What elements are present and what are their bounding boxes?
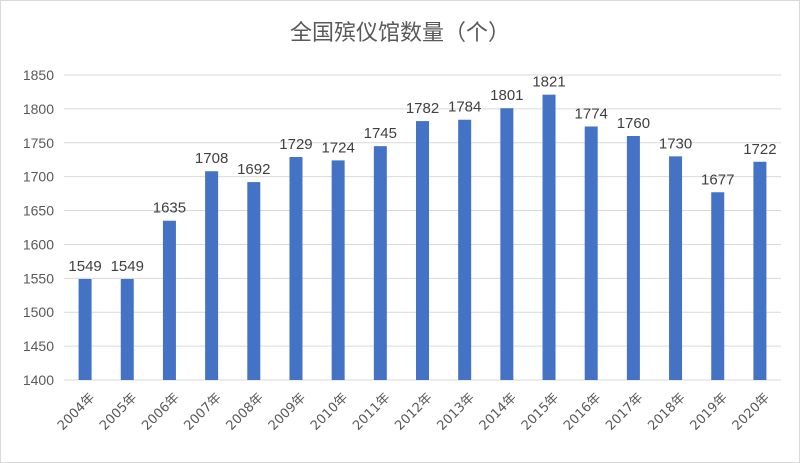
bar [626,136,640,380]
data-label: 1774 [575,106,608,123]
x-tick-label: 2016年 [561,390,604,433]
y-tick-label: 1500 [23,304,54,320]
x-tick-label: 2009年 [266,390,309,433]
bar [753,161,767,380]
bar [162,220,176,380]
x-tick-label: 2007年 [181,390,224,433]
data-label: 1549 [111,258,144,275]
data-label: 1708 [195,150,228,167]
y-tick-label: 1700 [23,169,54,185]
y-tick-label: 1800 [23,101,54,117]
bar [458,119,472,380]
x-tick-label: 2010年 [308,390,351,433]
data-label: 1760 [617,115,650,132]
bar [331,160,345,380]
bar [247,182,261,380]
x-tick-label: 2019年 [688,390,731,433]
x-axis-ticks: 2004年2005年2006年2007年2008年2009年2010年2011年… [55,390,773,433]
bar [500,108,514,380]
data-label: 1635 [153,200,186,217]
bars [78,94,767,381]
y-tick-label: 1450 [23,338,54,354]
data-label: 1549 [68,258,101,275]
data-label: 1745 [364,125,397,142]
chart-title: 全国殡仪馆数量（个） [289,21,510,46]
bar [584,126,598,380]
y-tick-label: 1600 [23,236,54,252]
x-tick-label: 2020年 [730,390,773,433]
y-tick-label: 1400 [23,372,54,388]
bar [669,156,683,380]
y-axis-ticks: 1400 1450 1500 1550 1600 1650 1700 1750 1800 1850 [23,67,54,388]
bar [205,171,219,380]
x-tick-label: 2017年 [603,390,646,433]
x-tick-label: 2012年 [392,390,435,433]
data-label: 1782 [406,100,439,117]
x-tick-label: 2005年 [97,390,140,433]
data-label: 1730 [659,135,692,152]
bar [542,94,556,381]
bar [711,192,725,380]
bar [373,146,387,380]
data-label: 1784 [448,99,481,116]
x-tick-label: 2008年 [224,390,267,433]
x-tick-label: 2011年 [350,390,393,433]
y-tick-label: 1550 [23,270,54,286]
data-label: 1692 [237,161,270,178]
x-tick-label: 2018年 [645,390,688,433]
data-label: 1724 [321,139,354,156]
data-label: 1801 [490,87,523,104]
bar [78,279,92,380]
x-tick-label: 2004年 [55,390,98,433]
x-tick-label: 2013年 [435,390,478,433]
y-tick-label: 1750 [23,135,54,151]
data-labels: 1549 1549 1635 1708 1692 1729 1724 1745 1782 1784… [68,74,776,275]
y-tick-label: 1650 [23,203,54,219]
x-tick-label: 2015年 [519,390,562,433]
bar [120,279,134,380]
data-label: 1821 [532,74,565,91]
data-label: 1722 [743,141,776,158]
bar [289,157,303,380]
x-tick-label: 2006年 [139,390,182,433]
y-tick-label: 1850 [23,67,54,83]
data-label: 1677 [701,171,734,188]
x-tick-label: 2014年 [477,390,520,433]
bar [416,121,429,380]
data-label: 1729 [279,136,312,153]
